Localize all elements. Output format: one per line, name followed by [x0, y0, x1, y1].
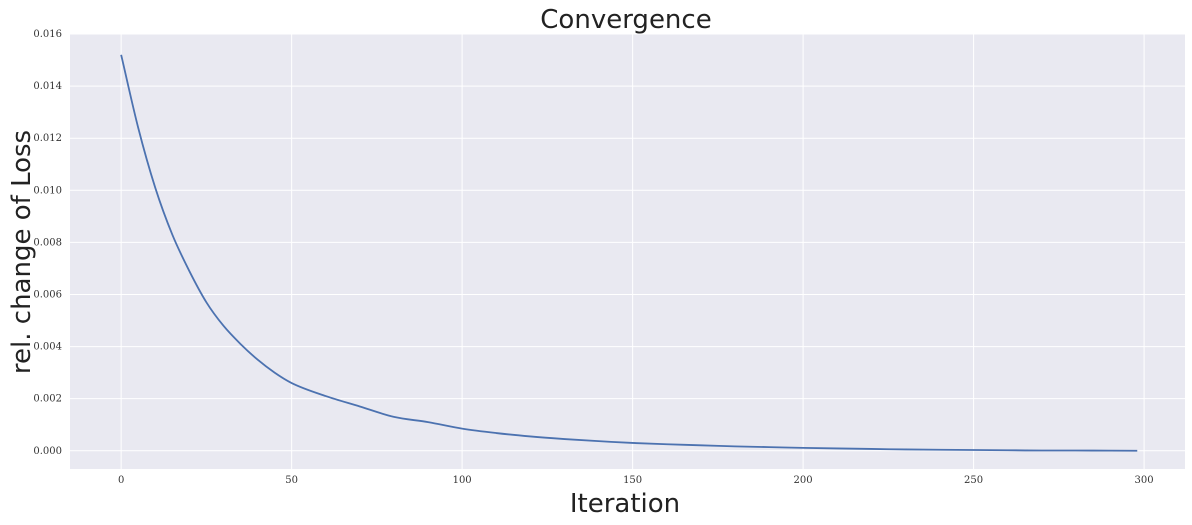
y-tick-label: 0.008: [33, 237, 62, 248]
series-layer: [120, 54, 1138, 452]
x-tick-label: 50: [285, 475, 298, 486]
y-tick-label: 0.004: [33, 342, 62, 353]
y-tick-label: 0.012: [33, 133, 62, 144]
y-tick-label: 0.016: [33, 29, 62, 40]
plot-area: [70, 34, 1185, 469]
chart-title: Convergence: [540, 5, 711, 35]
series-line: [120, 54, 1138, 452]
y-tick-label: 0.010: [33, 185, 62, 196]
x-axis-ticks: 0 50 100 150 200 250 300: [118, 475, 1154, 486]
grid: [70, 33, 1185, 469]
x-tick-label: 100: [453, 475, 472, 486]
x-tick-label: 0: [118, 475, 124, 486]
x-tick-label: 300: [1135, 475, 1154, 486]
x-axis-label: Iteration: [570, 489, 680, 519]
y-tick-label: 0.002: [33, 394, 62, 405]
y-axis-ticks: 0.000 0.002 0.004 0.006 0.008 0.010 0.012 0.014…: [33, 29, 62, 457]
y-tick-label: 0.000: [33, 446, 62, 457]
x-tick-label: 200: [794, 475, 813, 486]
x-tick-label: 150: [623, 475, 642, 486]
x-tick-label: 250: [964, 475, 983, 486]
y-tick-label: 0.006: [33, 289, 62, 300]
y-axis-label: rel. change of Loss: [7, 130, 37, 374]
y-tick-label: 0.014: [33, 81, 62, 92]
